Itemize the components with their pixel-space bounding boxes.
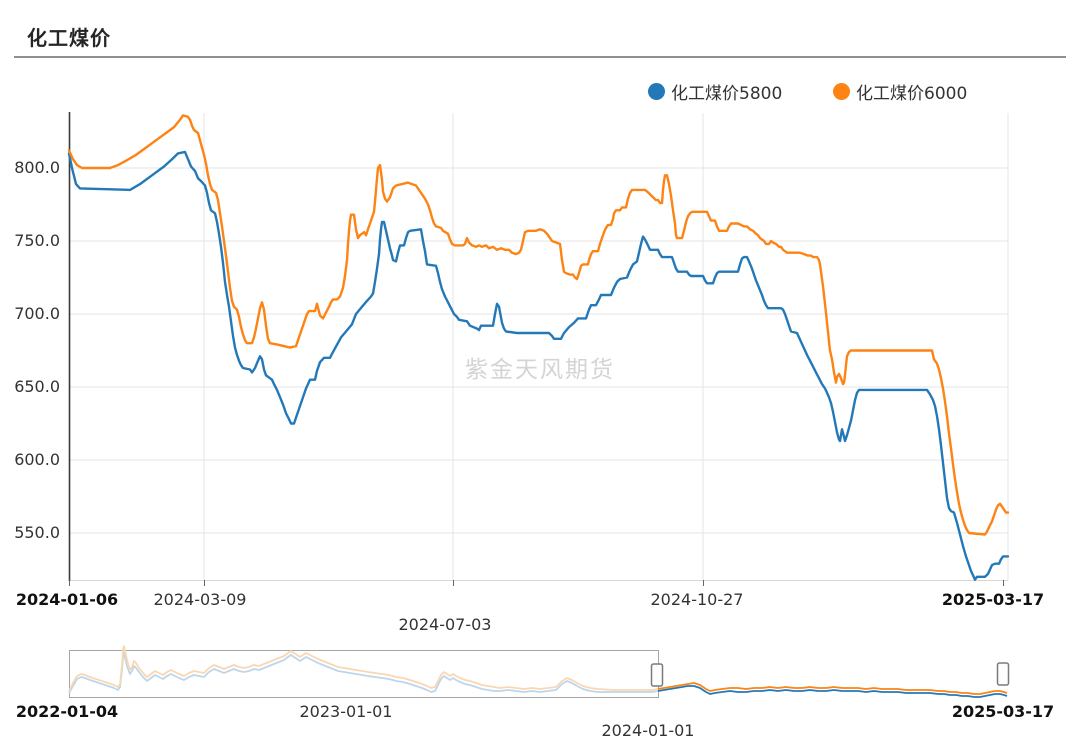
series-line-5800 bbox=[67, 150, 1010, 581]
y-axis-label: 800.0 bbox=[14, 158, 60, 177]
page-title: 化工煤价 bbox=[27, 26, 111, 50]
navigator-series-6000 bbox=[657, 682, 1008, 695]
navigator-series-5800 bbox=[657, 685, 1008, 698]
legend-label-6000: 化工煤价6000 bbox=[856, 84, 968, 104]
x-axis-label: 2024-07-03 bbox=[398, 615, 492, 634]
y-axis-label: 600.0 bbox=[14, 450, 60, 469]
legend-dot-orange-icon bbox=[833, 83, 850, 100]
navigator-axis-label: 2023-01-01 bbox=[299, 702, 393, 721]
navigator-axis-label: 2025-03-17 bbox=[951, 702, 1055, 721]
y-axis-label: 650.0 bbox=[14, 377, 60, 396]
watermark: 紫金天风期货 bbox=[415, 350, 665, 384]
navigator-axis-label: 2024-01-01 bbox=[601, 721, 695, 740]
x-axis-label: 2024-03-09 bbox=[153, 590, 247, 609]
legend-label-5800: 化工煤价5800 bbox=[671, 84, 783, 104]
series-line-6000 bbox=[67, 114, 1010, 536]
navigator-axis-label: 2022-01-04 bbox=[15, 702, 119, 721]
navigator-series-faded-5800 bbox=[68, 652, 659, 694]
navigator-unselected-box[interactable] bbox=[69, 650, 659, 698]
y-axis-label: 750.0 bbox=[14, 231, 60, 250]
legend-item-5800[interactable]: 化工煤价5800 bbox=[648, 79, 782, 104]
y-axis-label: 700.0 bbox=[14, 304, 60, 323]
x-axis-label: 2024-10-27 bbox=[650, 590, 744, 609]
legend-item-6000[interactable]: 化工煤价6000 bbox=[833, 79, 967, 104]
y-axis-label: 550.0 bbox=[14, 523, 60, 542]
x-axis-label: 2024-01-06 bbox=[15, 590, 119, 609]
navigator-handle-left[interactable] bbox=[650, 663, 664, 687]
legend-dot-blue-icon bbox=[648, 83, 665, 100]
title-divider bbox=[14, 56, 1066, 58]
navigator-series-faded-6000 bbox=[68, 645, 659, 692]
x-axis-label: 2025-03-17 bbox=[941, 590, 1045, 609]
navigator-handle-right[interactable] bbox=[996, 662, 1010, 686]
